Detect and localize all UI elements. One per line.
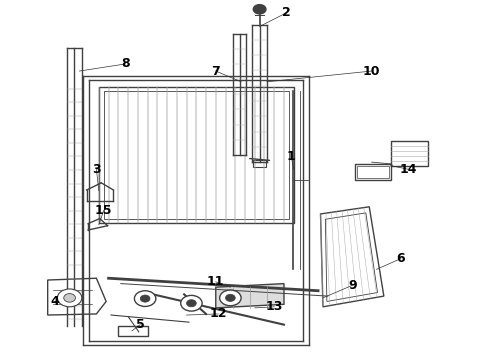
Text: 12: 12 xyxy=(209,307,227,320)
Text: 15: 15 xyxy=(95,204,113,217)
Text: 11: 11 xyxy=(207,275,224,288)
Circle shape xyxy=(187,300,196,307)
Text: 13: 13 xyxy=(266,300,283,313)
Text: 4: 4 xyxy=(50,295,59,308)
Circle shape xyxy=(140,295,150,302)
Polygon shape xyxy=(216,284,284,308)
Circle shape xyxy=(64,294,75,302)
Text: 14: 14 xyxy=(399,163,417,176)
Text: 2: 2 xyxy=(282,6,291,19)
Text: 8: 8 xyxy=(122,57,130,71)
Circle shape xyxy=(225,294,235,301)
Circle shape xyxy=(220,290,241,306)
Text: 1: 1 xyxy=(287,150,295,163)
Text: 3: 3 xyxy=(92,163,101,176)
Text: 9: 9 xyxy=(348,279,357,292)
Text: 10: 10 xyxy=(363,64,380,77)
Circle shape xyxy=(134,291,156,306)
Circle shape xyxy=(57,289,82,307)
Circle shape xyxy=(253,5,266,14)
Text: 7: 7 xyxy=(211,64,220,77)
Circle shape xyxy=(181,296,202,311)
Text: 5: 5 xyxy=(136,318,145,331)
Text: 6: 6 xyxy=(396,252,405,265)
